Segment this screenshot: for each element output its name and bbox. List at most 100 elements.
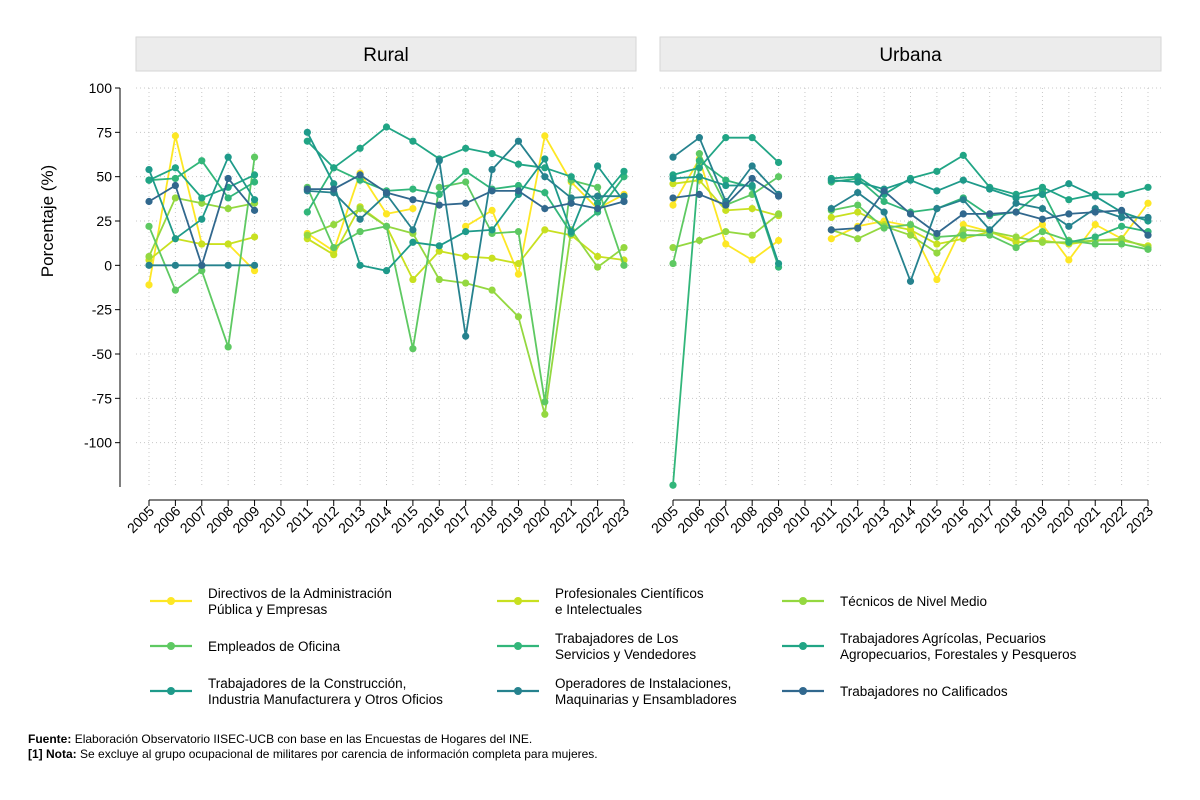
data-point [620, 167, 628, 175]
legend-label: Industria Manufacturera y Otros Oficios [208, 692, 443, 707]
data-point [959, 196, 967, 204]
data-point [303, 128, 311, 136]
data-point [1012, 233, 1020, 241]
data-point [567, 173, 575, 181]
data-point [1038, 215, 1047, 223]
data-point [435, 242, 443, 250]
data-point [774, 210, 783, 218]
data-point [250, 233, 259, 241]
panel-urbana: Urbana2005200620072008200920102011201220… [648, 36, 1162, 536]
panel-header [135, 36, 637, 72]
data-point [774, 173, 783, 181]
x-tick-label: 2019 [1017, 503, 1050, 536]
data-point [1012, 244, 1020, 252]
data-point [171, 235, 179, 243]
data-point [1065, 210, 1073, 218]
x-tick-label: 2017 [964, 503, 997, 536]
data-point [933, 249, 941, 257]
legend-label: Empleados de Oficina [208, 639, 341, 654]
data-point [1012, 208, 1020, 216]
data-point [488, 254, 496, 262]
legend-label: Agropecuarios, Forestales y Pesqueros [840, 647, 1077, 662]
data-point [933, 204, 941, 213]
data-point [1065, 238, 1073, 246]
data-point [224, 194, 232, 202]
data-point [462, 199, 470, 207]
x-tick-label: 2020 [520, 503, 553, 536]
data-point [145, 281, 153, 289]
data-point [854, 189, 862, 197]
data-point [198, 261, 206, 269]
data-point [330, 251, 338, 259]
data-point [409, 137, 417, 145]
data-point [1091, 220, 1099, 229]
data-point [880, 224, 888, 232]
legend-label: Operadores de Instalaciones, [555, 676, 731, 691]
source-note: Fuente: Elaboración Observatorio IISEC-U… [28, 732, 532, 746]
series-6 [145, 123, 628, 207]
data-point [695, 150, 703, 158]
data-point [880, 197, 888, 206]
panel-header [659, 36, 1162, 72]
legend-label: Trabajadores no Calificados [840, 684, 1008, 699]
data-point [1091, 192, 1099, 200]
legend-item: Empleados de Oficina [150, 639, 341, 654]
data-point [620, 192, 628, 200]
data-point [1144, 213, 1152, 222]
data-point [382, 189, 391, 197]
data-point [171, 174, 179, 183]
data-point [854, 235, 862, 243]
data-point [514, 270, 523, 278]
x-tick-label: 2013 [335, 503, 368, 536]
data-point [488, 150, 496, 158]
data-point [827, 226, 835, 234]
data-point [514, 228, 523, 236]
data-point [514, 313, 523, 321]
data-point [382, 222, 391, 230]
data-point [854, 173, 862, 181]
data-point [1038, 220, 1047, 229]
data-point [1012, 194, 1020, 202]
data-point [594, 162, 602, 170]
x-tick-label: 2005 [648, 503, 681, 536]
data-point [594, 263, 602, 271]
data-point [330, 180, 338, 188]
y-tick-label: 0 [104, 257, 112, 273]
data-point [250, 196, 259, 204]
data-point [1065, 222, 1073, 230]
data-point [695, 134, 703, 142]
data-point [669, 174, 677, 183]
series-line [831, 154, 1149, 201]
data-point [722, 134, 730, 142]
y-axis-label: Porcentaje (%) [38, 165, 57, 277]
data-point [382, 210, 391, 218]
data-point [906, 231, 915, 239]
data-point [748, 162, 756, 170]
data-point [435, 247, 443, 255]
legend-label: e Intelectuales [555, 602, 642, 617]
x-tick-label: 2016 [938, 503, 971, 536]
data-point [1012, 199, 1020, 207]
data-point [541, 189, 549, 197]
data-point [722, 201, 730, 209]
data-point [488, 165, 496, 174]
x-tick-label: 2014 [361, 503, 394, 536]
data-point [748, 204, 756, 213]
legend-label: Trabajadores de Los [555, 631, 679, 646]
data-point [827, 176, 835, 184]
x-tick-label: 2014 [885, 503, 918, 536]
data-point [356, 176, 364, 184]
legend-swatch-marker [799, 687, 807, 695]
data-point [224, 153, 232, 161]
legend-swatch-marker [514, 597, 522, 605]
data-point [409, 275, 417, 284]
legend-label: Maquinarias y Ensambladores [555, 692, 737, 707]
data-point [541, 410, 549, 418]
data-point [382, 267, 391, 275]
data-point [303, 208, 311, 216]
data-point [171, 194, 179, 202]
note-text: Se excluye al grupo ocupacional de milit… [80, 747, 598, 761]
x-tick-label: 2015 [912, 503, 945, 536]
data-point [1091, 240, 1099, 248]
data-point [462, 252, 470, 261]
